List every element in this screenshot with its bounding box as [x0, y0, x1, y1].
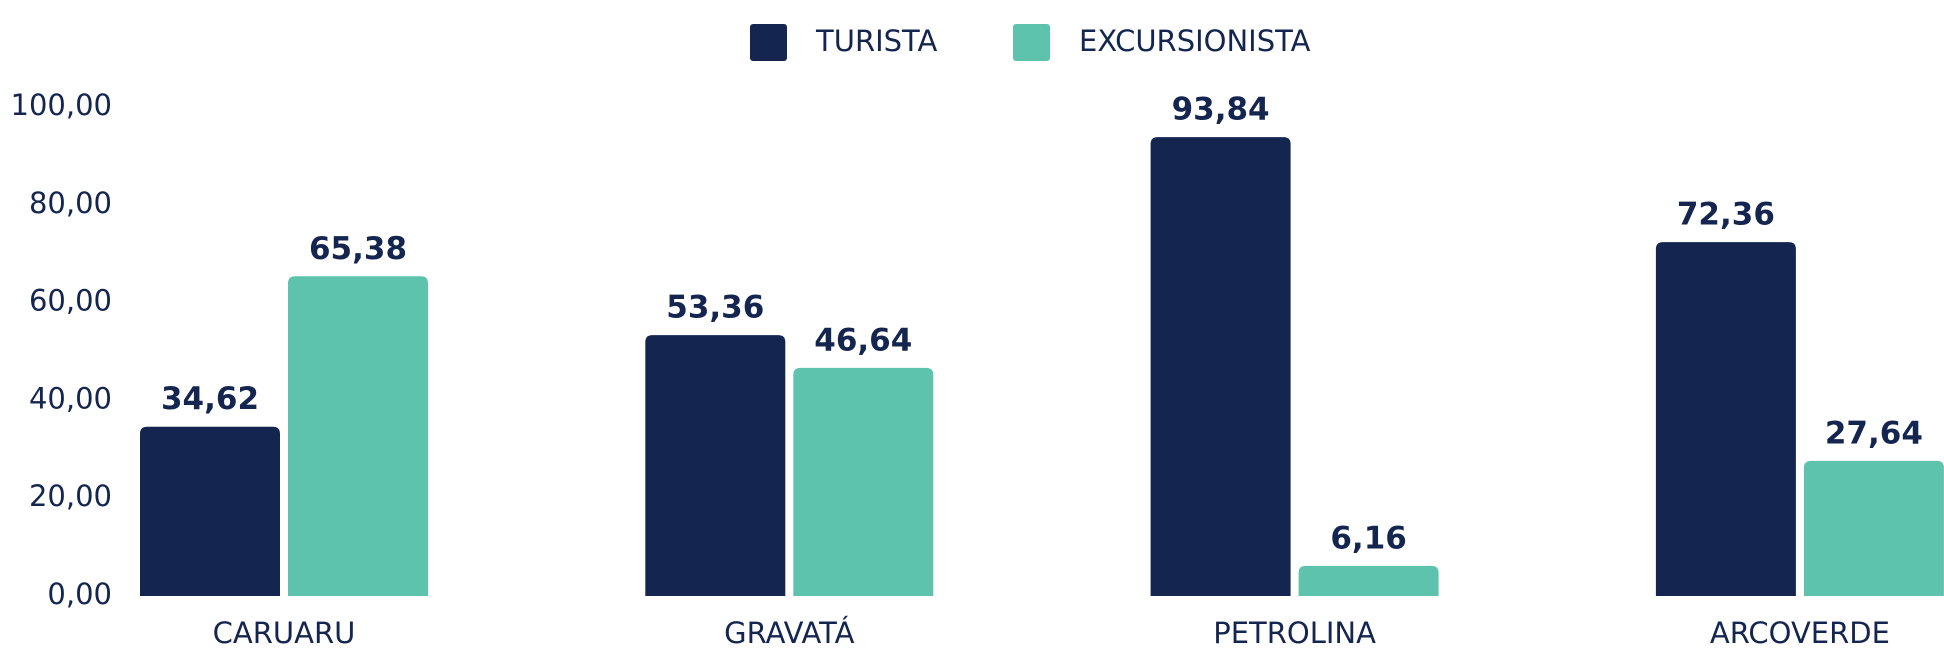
value-label: 65,38 [309, 231, 407, 267]
y-tick-label: 80,00 [29, 186, 112, 220]
legend-label: TURISTA [815, 24, 938, 58]
value-label: 72,36 [1677, 197, 1775, 233]
bar [140, 426, 280, 596]
x-tick-label: CARUARU [213, 616, 356, 650]
y-tick-label: 100,00 [11, 88, 112, 122]
value-label: 34,62 [161, 381, 259, 417]
x-tick-label: PETROLINA [1213, 616, 1376, 650]
bar [645, 335, 786, 596]
value-label: 46,64 [814, 322, 912, 358]
bar [1803, 460, 1944, 596]
legend-swatch [750, 24, 787, 61]
bar [793, 367, 934, 596]
y-tick-label: 40,00 [29, 381, 112, 415]
bar [1655, 242, 1796, 596]
y-tick-label: 0,00 [47, 577, 112, 611]
bar [1150, 137, 1291, 596]
y-tick-label: 60,00 [29, 284, 112, 318]
y-tick-label: 20,00 [29, 479, 112, 513]
x-tick-label: GRAVATÁ [724, 616, 854, 650]
bar [288, 276, 428, 596]
x-tick-label: ARCOVERDE [1710, 616, 1890, 650]
bar [1298, 565, 1439, 596]
value-label: 53,36 [666, 290, 764, 326]
value-label: 93,84 [1172, 92, 1270, 128]
value-label: 6,16 [1330, 520, 1407, 556]
legend-swatch [1013, 24, 1050, 61]
value-label: 27,64 [1825, 415, 1923, 451]
legend-label: EXCURSIONISTA [1079, 24, 1311, 58]
